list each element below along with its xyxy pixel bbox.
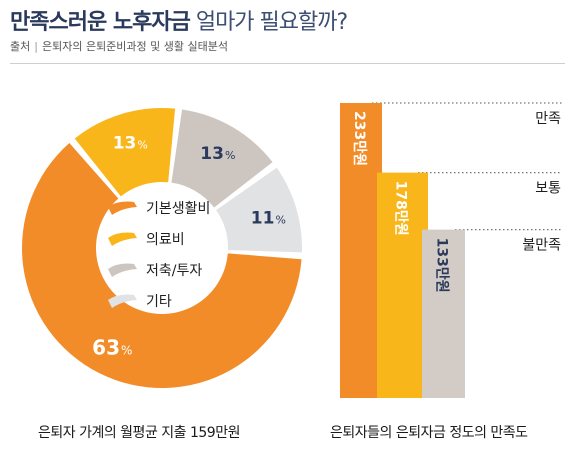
donut-value-label-1: 13% — [113, 134, 148, 154]
legend-swatch-1 — [108, 232, 137, 246]
title-light: 얼마가 필요할까? — [195, 10, 348, 35]
donut-chart: 63%13% 13%11% — [21, 108, 302, 388]
bar-value-label-1: 178만원 — [393, 181, 409, 236]
legend-swatch-2 — [108, 263, 137, 277]
legend-label-0: 기본생활비 — [146, 201, 210, 217]
donut-value-label-3: 11% — [251, 208, 286, 228]
legend-swatch-3 — [108, 294, 137, 308]
bar-value-label-0: 233만원 — [351, 111, 367, 166]
donut-caption: 은퇴자 가계의 월평균 지출 159만원 — [38, 425, 240, 441]
legend-label-1: 의료비 — [146, 232, 185, 248]
bar-category-label-1: 보통 — [535, 181, 561, 197]
donut-value-label-2: 13% — [200, 144, 235, 164]
donut-slice-3 — [216, 167, 302, 253]
legend-swatch-0 — [108, 201, 137, 215]
source-label: 출처 — [10, 40, 31, 53]
bar-0 — [340, 103, 382, 398]
donut-slice-1 — [74, 108, 176, 197]
donut-slice-0 — [21, 143, 302, 388]
donut-slice-2 — [171, 109, 273, 208]
bar-caption: 은퇴자들의 은퇴자금 정도의 만족도 — [330, 425, 528, 441]
bar-value-label-2: 133만원 — [434, 238, 450, 293]
legend-label-3: 기타 — [146, 294, 172, 310]
bar-category-label-2: 불만족 — [522, 238, 561, 254]
source-text: 은퇴자의 은퇴준비과정 및 생활 실태분석 — [41, 40, 228, 53]
source-line: 출처 | 은퇴자의 은퇴준비과정 및 생활 실태분석 — [10, 40, 228, 53]
legend-label-2: 저축/투자 — [146, 263, 202, 279]
bar-2 — [422, 229, 465, 398]
bar-chart: 233만원 만족 178만원 보통 133만원 불만족 — [340, 102, 562, 398]
title-strong: 만족스러운 노후자금 — [10, 10, 191, 35]
title-divider — [10, 63, 565, 64]
bar-category-label-0: 만족 — [535, 111, 561, 127]
chart-title: 만족스러운 노후자금 얼마가 필요할까? — [10, 4, 348, 36]
bar-1 — [377, 172, 428, 398]
